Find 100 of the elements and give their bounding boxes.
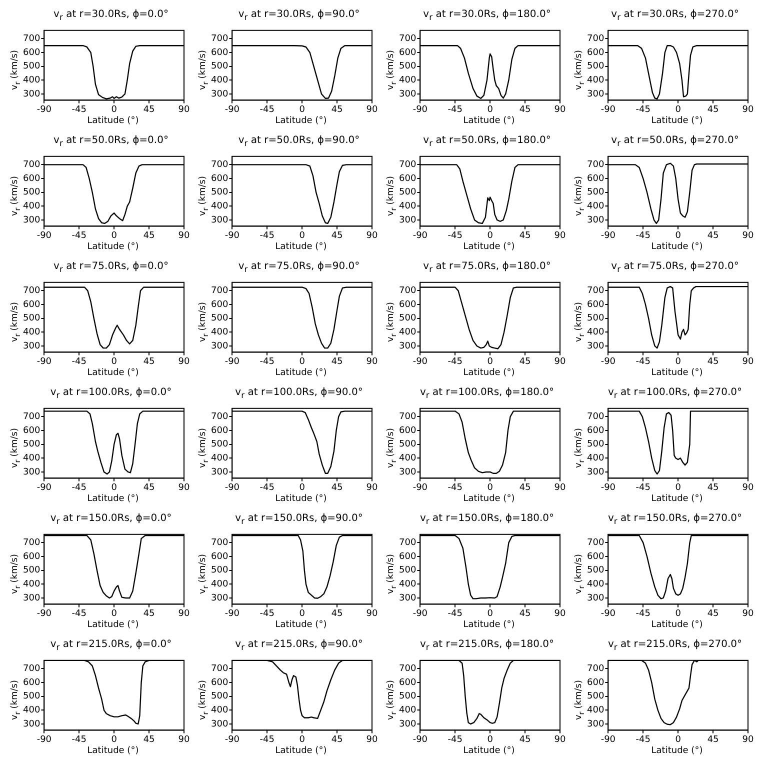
- y-tick-label: 500: [586, 692, 604, 702]
- x-tick-label: 45: [707, 230, 719, 241]
- chart-title: v$_{r}$ at r=100.0Rs, ϕ=0.0°: [49, 386, 172, 402]
- y-tick-label: 600: [398, 174, 416, 184]
- x-tick-label: -45: [260, 608, 274, 619]
- y-tick-label: 600: [210, 552, 228, 562]
- x-tick-label: 90: [366, 482, 378, 493]
- y-tick-label: 700: [210, 160, 228, 170]
- y-tick-label: 300: [586, 215, 604, 226]
- x-tick-label: 90: [178, 734, 190, 745]
- y-tick-label: 700: [210, 664, 228, 674]
- x-tick-label: -45: [448, 104, 462, 115]
- chart-title: v$_{r}$ at r=100.0Rs, ϕ=270.0°: [606, 386, 742, 402]
- x-axis-title: Latitude (°): [86, 494, 139, 505]
- x-tick-label: 0: [299, 356, 306, 367]
- x-tick-label: 45: [331, 608, 343, 619]
- x-tick-label: -45: [636, 356, 650, 367]
- x-tick-label: -90: [412, 734, 428, 745]
- x-tick-label: -90: [412, 608, 428, 619]
- x-axis-title: Latitude (°): [650, 242, 703, 253]
- x-tick-label: -45: [636, 104, 650, 115]
- x-axis-title: Latitude (°): [86, 746, 139, 757]
- y-tick-label: 700: [586, 286, 604, 296]
- x-tick-label: 45: [519, 734, 531, 745]
- chart-title: v$_{r}$ at r=50.0Rs, ϕ=270.0°: [610, 134, 739, 150]
- x-axis-title: Latitude (°): [650, 746, 703, 757]
- y-tick-label: 600: [398, 552, 416, 562]
- y-tick-label: 400: [398, 706, 416, 716]
- x-tick-label: 0: [299, 230, 306, 241]
- y-tick-label: 400: [22, 706, 40, 716]
- x-tick-label: 45: [707, 356, 719, 367]
- y-tick-label: 700: [22, 664, 40, 674]
- y-tick-label: 300: [22, 593, 40, 604]
- y-tick-label: 600: [586, 426, 604, 436]
- x-axis-title: Latitude (°): [86, 116, 139, 127]
- y-tick-label: 400: [210, 202, 228, 212]
- x-tick-label: -45: [636, 230, 650, 241]
- x-tick-label: 0: [111, 230, 118, 241]
- y-tick-label: 300: [398, 215, 416, 226]
- x-tick-label: 90: [554, 230, 566, 241]
- x-tick-label: 90: [742, 482, 754, 493]
- y-tick-label: 600: [398, 678, 416, 688]
- y-tick-label: 400: [586, 706, 604, 716]
- x-tick-label: -90: [36, 230, 52, 241]
- x-tick-label: 45: [519, 230, 531, 241]
- x-tick-label: 0: [487, 608, 494, 619]
- chart-title: v$_{r}$ at r=215.0Rs, ϕ=180.0°: [418, 638, 554, 654]
- x-tick-label: -45: [72, 356, 86, 367]
- x-tick-label: 45: [707, 608, 719, 619]
- x-tick-label: 90: [554, 104, 566, 115]
- x-tick-label: -90: [224, 356, 240, 367]
- y-tick-label: 700: [210, 412, 228, 422]
- y-tick-label: 600: [22, 174, 40, 184]
- y-tick-label: 300: [210, 341, 228, 352]
- x-tick-label: -90: [36, 482, 52, 493]
- y-tick-label: 500: [586, 62, 604, 72]
- x-axis-title: Latitude (°): [86, 242, 139, 253]
- y-tick-label: 700: [210, 34, 228, 44]
- y-tick-label: 400: [22, 328, 40, 338]
- x-tick-label: 45: [519, 104, 531, 115]
- y-tick-label: 300: [398, 467, 416, 478]
- x-tick-label: 0: [299, 608, 306, 619]
- y-tick-label: 700: [22, 286, 40, 296]
- y-tick-label: 500: [210, 188, 228, 198]
- x-tick-label: 90: [742, 608, 754, 619]
- x-axis-title: Latitude (°): [650, 494, 703, 505]
- y-tick-label: 400: [210, 328, 228, 338]
- x-tick-label: -90: [412, 482, 428, 493]
- x-tick-label: 90: [554, 482, 566, 493]
- y-tick-label: 700: [22, 538, 40, 548]
- y-tick-label: 700: [586, 34, 604, 44]
- x-tick-label: 45: [143, 230, 155, 241]
- x-tick-label: 45: [331, 104, 343, 115]
- y-tick-label: 600: [398, 300, 416, 310]
- y-tick-label: 700: [210, 286, 228, 296]
- x-tick-label: 90: [742, 230, 754, 241]
- y-tick-label: 700: [22, 412, 40, 422]
- x-axis-title: Latitude (°): [274, 746, 327, 757]
- y-tick-label: 600: [210, 300, 228, 310]
- x-tick-label: 90: [366, 230, 378, 241]
- x-tick-label: 45: [707, 104, 719, 115]
- y-tick-label: 500: [398, 62, 416, 72]
- x-axis-title: Latitude (°): [274, 116, 327, 127]
- x-axis-title: Latitude (°): [462, 620, 515, 631]
- y-tick-label: 600: [22, 678, 40, 688]
- chart-title: v$_{r}$ at r=75.0Rs, ϕ=90.0°: [237, 260, 360, 276]
- y-tick-label: 500: [22, 566, 40, 576]
- y-tick-label: 500: [586, 314, 604, 324]
- y-tick-label: 400: [398, 76, 416, 86]
- x-tick-label: -45: [260, 356, 274, 367]
- x-tick-label: -45: [260, 230, 274, 241]
- x-tick-label: 45: [331, 356, 343, 367]
- y-tick-label: 500: [210, 314, 228, 324]
- y-tick-label: 300: [210, 467, 228, 478]
- y-tick-label: 400: [210, 706, 228, 716]
- y-tick-label: 700: [22, 160, 40, 170]
- y-tick-label: 300: [22, 719, 40, 730]
- x-tick-label: -45: [636, 608, 650, 619]
- y-tick-label: 300: [210, 215, 228, 226]
- y-tick-label: 700: [398, 538, 416, 548]
